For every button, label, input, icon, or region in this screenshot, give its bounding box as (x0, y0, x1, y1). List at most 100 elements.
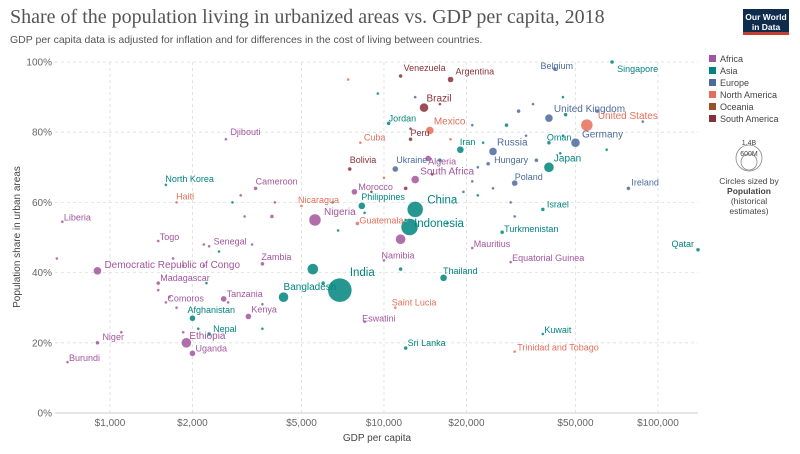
data-point (512, 214, 517, 219)
data-point (544, 113, 554, 123)
data-points (55, 59, 701, 364)
data-point (594, 108, 600, 114)
point-label: North Korea (165, 174, 214, 184)
chart-title: Share of the population living in urbani… (10, 6, 605, 28)
data-point (307, 263, 319, 275)
data-point (512, 349, 517, 354)
data-point (220, 295, 227, 303)
y-tick-label: 80% (32, 128, 52, 139)
logo-line-1: Our World (745, 12, 787, 22)
data-point (273, 200, 277, 205)
data-point (543, 162, 555, 173)
data-point (546, 140, 552, 145)
data-point (447, 76, 454, 83)
data-point (260, 302, 265, 306)
point-label: Equatorial Guinea (512, 253, 584, 263)
data-point (382, 258, 386, 263)
data-point (351, 188, 358, 196)
legend-swatch (709, 115, 716, 122)
size-legend-caption-1: Circles sized by (719, 176, 779, 186)
axis-ticks: 0% 20% 40% 60% 80% 100% $1,000 $2,000 $5,000 $10,… (26, 58, 679, 430)
data-point (174, 306, 179, 310)
data-point (181, 263, 185, 268)
point-label: United States (598, 111, 658, 122)
point-label: Peru (411, 128, 430, 138)
size-legend-big-label: 1.4B (742, 140, 757, 147)
data-point (346, 77, 350, 82)
point-label: Eswatini (362, 314, 396, 324)
size-legend-caption-4: estimates) (729, 206, 768, 216)
point-label: Haiti (176, 191, 194, 201)
data-point (299, 204, 304, 208)
data-point (430, 172, 434, 177)
point-label: Israel (547, 199, 569, 209)
point-label: Togo (160, 232, 180, 242)
data-point (403, 218, 408, 222)
point-label: Bolivia (350, 155, 377, 165)
size-legend-caption-3: (historical (731, 196, 767, 206)
point-label: Burundi (69, 353, 100, 363)
data-point (552, 66, 557, 72)
data-point (524, 134, 528, 138)
data-point (470, 123, 474, 127)
data-point (336, 228, 340, 233)
point-label: Oman (547, 133, 572, 143)
data-point (605, 148, 609, 152)
point-label: Kuwait (544, 325, 572, 335)
legend-label: North America (720, 90, 777, 100)
data-point (403, 345, 408, 351)
point-label: Philippines (361, 192, 405, 202)
data-point (406, 201, 424, 218)
point-label: India (350, 267, 376, 279)
data-point (174, 200, 179, 205)
data-point (561, 95, 565, 99)
data-point (456, 146, 465, 154)
point-label: Germany (582, 130, 623, 141)
data-point (540, 207, 546, 212)
data-point (181, 330, 185, 334)
data-point (362, 320, 367, 324)
point-label: Morocco (358, 182, 393, 192)
data-point (260, 261, 265, 267)
point-label: Mauritius (474, 239, 511, 249)
data-point (347, 166, 352, 172)
point-label: Cameroon (256, 176, 298, 186)
point-label: Cuba (364, 133, 386, 143)
data-point (558, 151, 562, 155)
point-label: Thailand (443, 266, 478, 276)
data-point (206, 331, 212, 337)
data-point (695, 247, 701, 252)
point-label: Mexico (434, 116, 466, 127)
data-point (448, 137, 453, 141)
data-point (439, 274, 448, 282)
data-point (561, 134, 565, 138)
data-point (461, 190, 466, 194)
size-legend-caption-2: Population (727, 186, 771, 196)
data-point (224, 137, 228, 141)
data-point (508, 260, 513, 264)
point-label: Madagascar (160, 273, 210, 283)
data-point (156, 239, 160, 243)
data-point (445, 221, 449, 226)
data-point (408, 126, 413, 131)
data-point (327, 277, 353, 303)
data-point (609, 59, 615, 65)
data-point (60, 220, 65, 224)
data-point (320, 280, 326, 286)
x-tick-label: $10,000 (366, 418, 403, 429)
data-point (470, 246, 474, 250)
y-tick-label: 100% (26, 58, 52, 69)
legend-label: Africa (720, 54, 743, 64)
data-point (269, 214, 275, 219)
legend-label: Asia (720, 66, 738, 76)
legend-swatch (709, 55, 716, 62)
logo-line-2: in Data (751, 22, 781, 32)
data-point (95, 340, 100, 345)
size-legend-small-label: 600M (740, 151, 758, 158)
owid-logo[interactable]: Our World in Data (743, 9, 789, 35)
x-tick-label: $1,000 (95, 418, 126, 429)
data-point (230, 200, 235, 205)
point-label: United Kingdom (554, 104, 625, 115)
legend-label: South America (720, 114, 779, 124)
data-point (570, 138, 581, 148)
